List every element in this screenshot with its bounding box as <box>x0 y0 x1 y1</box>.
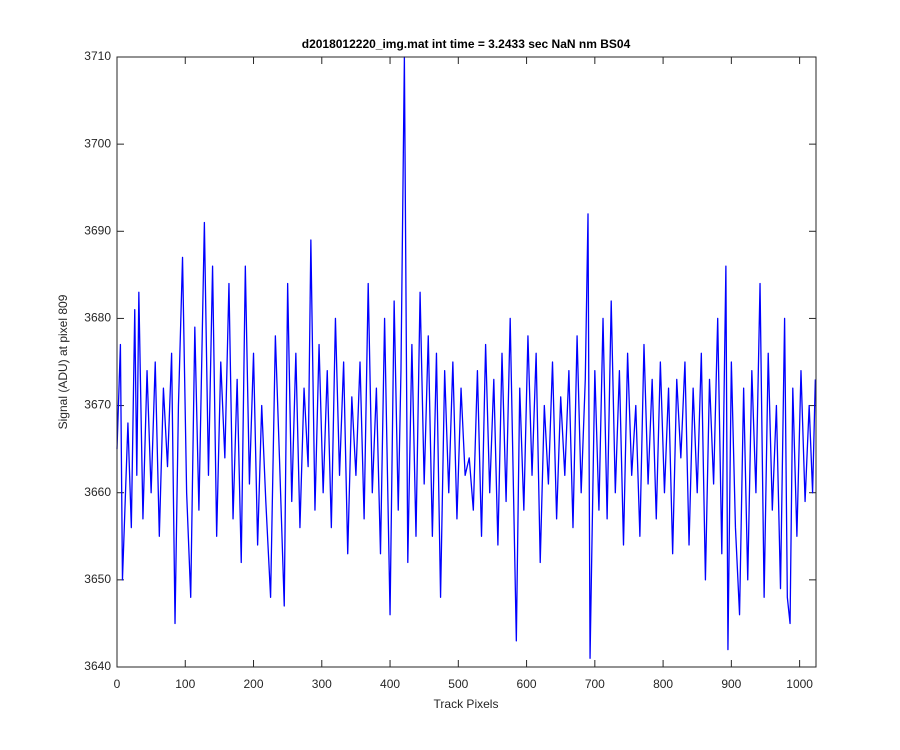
y-axis-label: Signal (ADU) at pixel 809 <box>56 294 70 429</box>
x-tick-label: 400 <box>380 677 400 691</box>
x-tick-label: 200 <box>244 677 264 691</box>
y-tick-label: 3660 <box>84 485 111 499</box>
y-tick-label: 3710 <box>84 49 111 63</box>
data-line <box>116 56 816 659</box>
x-axis-label: Track Pixels <box>434 697 499 711</box>
x-tick-label: 100 <box>175 677 195 691</box>
x-tick-label: 300 <box>312 677 332 691</box>
plot-frame <box>116 56 817 668</box>
y-tick-label: 3690 <box>84 223 111 237</box>
x-tick-label: 700 <box>585 677 605 691</box>
x-tick-label: 1000 <box>786 677 813 691</box>
x-tick-label: 900 <box>721 677 741 691</box>
x-tick-label: 800 <box>653 677 673 691</box>
y-tick-label: 3650 <box>84 572 111 586</box>
y-tick-label: 3680 <box>84 311 111 325</box>
chart-title: d2018012220_img.mat int time = 3.2433 se… <box>302 37 631 51</box>
x-tick-label: 500 <box>448 677 468 691</box>
y-tick-label: 3670 <box>84 398 111 412</box>
y-tick-label: 3700 <box>84 136 111 150</box>
y-tick-label: 3640 <box>84 659 111 673</box>
x-tick-label: 600 <box>517 677 537 691</box>
x-tick-label: 0 <box>114 677 121 691</box>
